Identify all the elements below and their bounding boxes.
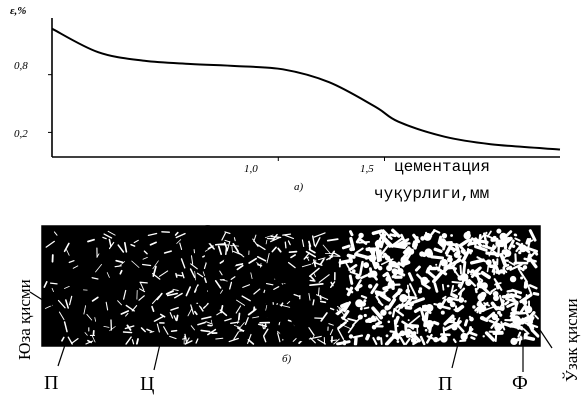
callout-leader-right — [539, 329, 553, 349]
micrograph-texture — [43, 225, 540, 346]
callout-p2: П — [438, 373, 452, 395]
micrograph-panel: Юза қисми Ўзак қисми б) П Ц П Ф — [15, 225, 581, 395]
y-tick-label-0: 0,8 — [14, 60, 28, 72]
callout-leader-p2 — [451, 335, 461, 369]
x-axis-title-line1: цементация — [394, 158, 490, 176]
callout-leader-p1 — [57, 341, 67, 367]
chart-panel: ε,% 0,8 0,2 1,0 1,5 а) цементация чуқурл… — [10, 5, 561, 203]
micrograph-border — [41, 225, 541, 347]
callout-p1: П — [44, 372, 58, 394]
y-ticks — [48, 74, 52, 133]
panel-b-label: б) — [282, 353, 292, 365]
callout-leader-c — [153, 343, 161, 371]
callout-leader-left — [29, 291, 53, 307]
x-tick-label-0: 1,0 — [244, 163, 258, 175]
data-curve — [51, 27, 561, 151]
left-side-label: Юза қисми — [15, 279, 34, 360]
x-ticks — [277, 157, 386, 161]
right-side-label: Ўзак қисми — [562, 298, 581, 382]
y-tick-label-1: 0,2 — [14, 128, 28, 140]
x-tick-label-1: 1,5 — [360, 163, 374, 175]
panel-a-label: а) — [294, 181, 304, 193]
callout-c: Ц — [140, 373, 154, 395]
x-axis-title-line2: чуқурлиги,мм — [374, 185, 489, 203]
callout-f: Ф — [512, 372, 528, 394]
y-axis-label: ε,% — [10, 5, 26, 17]
